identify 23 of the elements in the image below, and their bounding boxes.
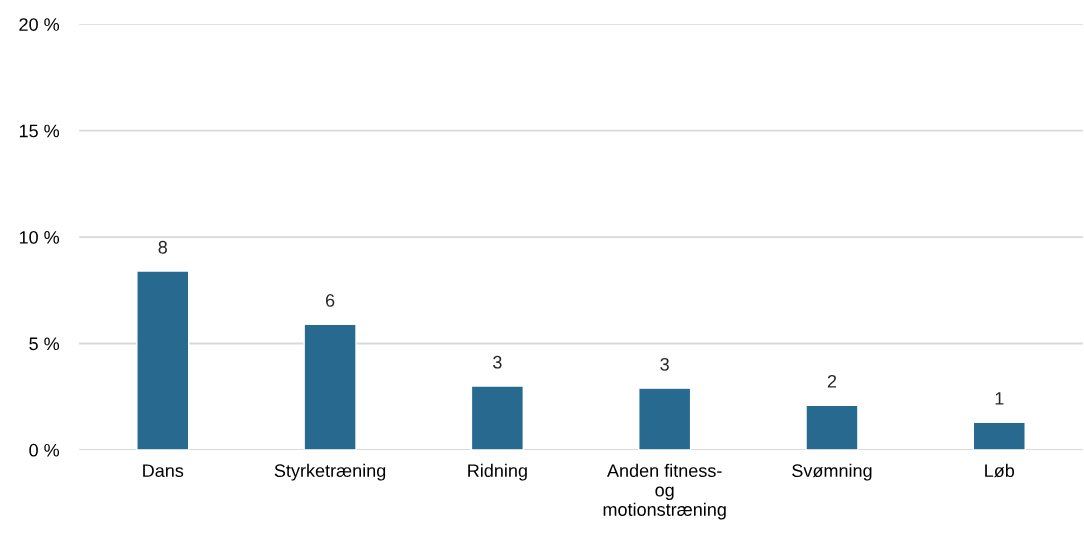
x-tick-label: Svømning <box>792 463 872 481</box>
y-tick-label: 10 % <box>19 230 60 244</box>
bar <box>638 387 692 450</box>
data-label: 6 <box>325 294 335 307</box>
x-tick-label: Løb <box>985 463 1015 478</box>
bar <box>136 270 190 450</box>
y-tick-label: 20 % <box>19 18 60 31</box>
data-label: 3 <box>660 357 669 371</box>
x-tick-label: Dans <box>143 464 184 478</box>
data-label: 1 <box>995 392 1004 405</box>
bar <box>470 385 525 450</box>
y-tick-label: 0 % <box>29 443 60 457</box>
bar <box>972 421 1026 450</box>
y-tick-label: 5 % <box>29 337 60 351</box>
bar <box>303 323 357 450</box>
data-label: 8 <box>158 240 168 254</box>
data-label: 3 <box>493 355 502 369</box>
y-tick-label: 15 % <box>19 124 60 138</box>
x-tick-label: Anden fitness- og motionstræning <box>603 463 726 520</box>
x-tick-label: Styrketræning <box>274 463 386 481</box>
bar <box>805 404 859 450</box>
x-tick-label: Ridning <box>468 463 527 481</box>
data-label: 2 <box>827 374 837 388</box>
